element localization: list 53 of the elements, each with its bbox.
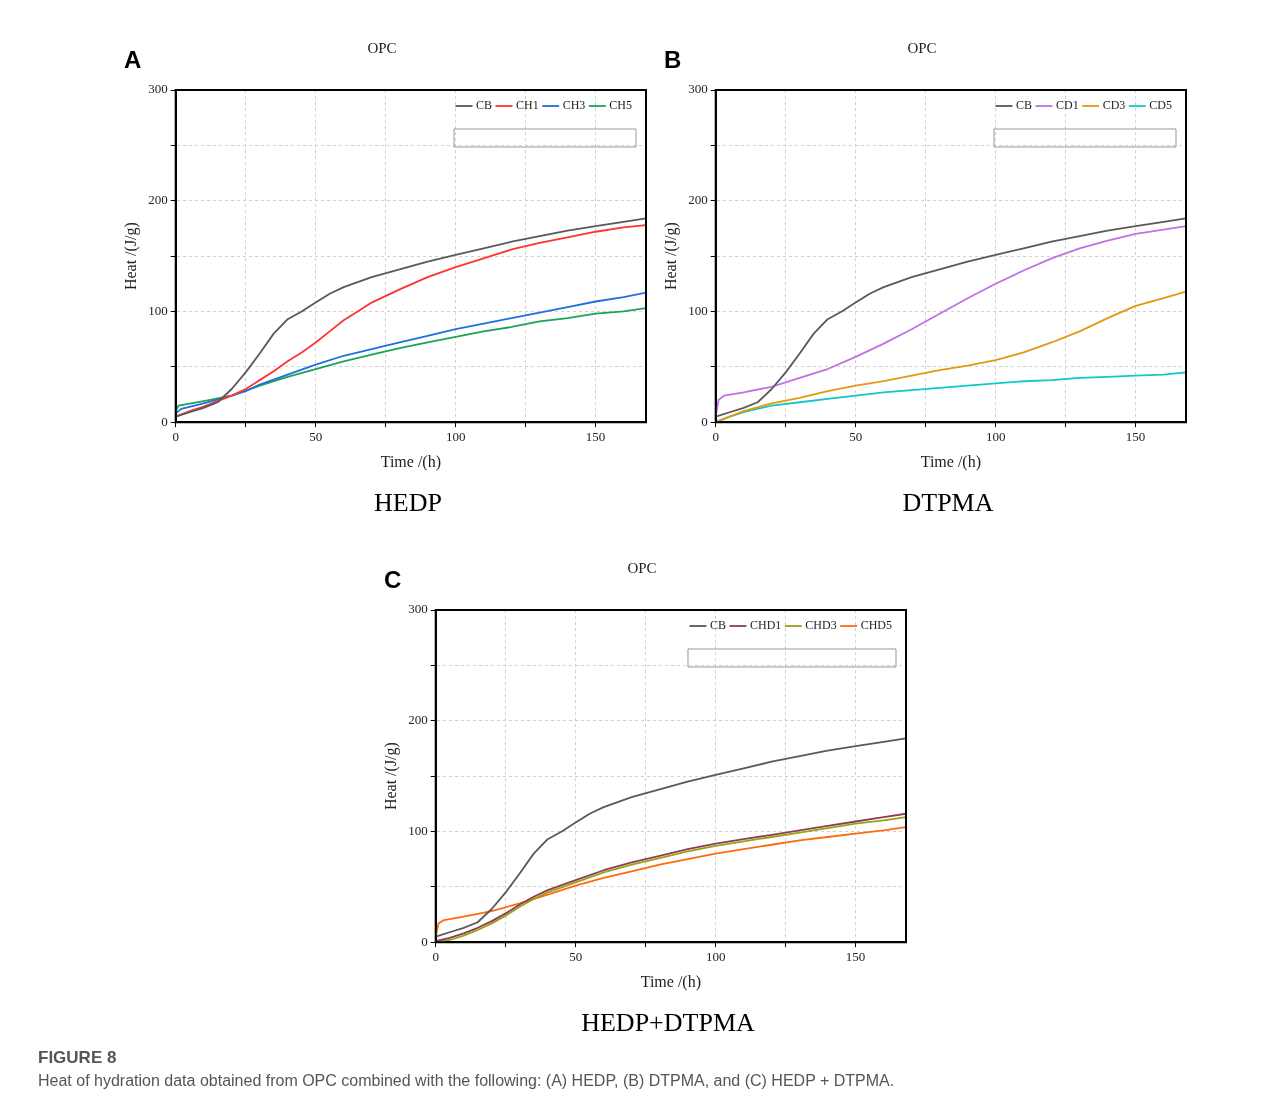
x-tick-label: 0 bbox=[712, 429, 719, 445]
x-axis-title: Time /(h) bbox=[380, 452, 442, 471]
chart-title: OPC bbox=[907, 39, 937, 56]
legend-label: CHD3 bbox=[805, 618, 837, 633]
legend-label: CHD5 bbox=[860, 618, 893, 633]
y-axis-title: Heat /(J/g) bbox=[661, 222, 680, 291]
caption: FIGURE 8 bbox=[38, 1048, 118, 1068]
x-tick-label: 150 bbox=[1125, 429, 1146, 445]
chart-title: OPC bbox=[627, 559, 657, 576]
legend-label: CH1 bbox=[515, 98, 539, 113]
chart-title: OPC bbox=[367, 39, 397, 56]
y-tick-label: 100 bbox=[148, 302, 168, 318]
x-tick-label: 0 bbox=[432, 949, 439, 965]
y-tick-label: 200 bbox=[148, 192, 168, 208]
y-tick-label: 0 bbox=[421, 933, 428, 949]
y-tick-label: 100 bbox=[688, 302, 708, 318]
x-tick-label: 100 bbox=[985, 429, 1006, 445]
x-tick-label: 50 bbox=[569, 949, 583, 965]
text: HEDP bbox=[373, 488, 443, 518]
text: Heat of hydration data obtained from OPC combined with the following: (A) HEDP, (B) DTPMA, and (C) HEDP + DTPMA. bbox=[38, 1072, 895, 1090]
x-tick-label: 50 bbox=[309, 429, 323, 445]
y-axis-title: Heat /(J/g) bbox=[121, 222, 140, 291]
x-tick-label: 50 bbox=[849, 429, 863, 445]
text: A bbox=[124, 46, 142, 74]
text: C bbox=[384, 566, 402, 594]
legend-label: CH3 bbox=[562, 98, 586, 113]
y-tick-label: 100 bbox=[408, 822, 428, 838]
text: B bbox=[664, 46, 682, 74]
text: DTPMA bbox=[901, 488, 995, 518]
y-tick-label: 300 bbox=[408, 601, 428, 617]
legend-label: CD5 bbox=[1149, 98, 1172, 113]
legend-label: CB bbox=[475, 98, 492, 113]
legend-label: CB bbox=[1015, 98, 1032, 113]
y-tick-label: 200 bbox=[688, 192, 708, 208]
y-tick-label: 0 bbox=[701, 413, 708, 429]
x-tick-label: 0 bbox=[172, 429, 179, 445]
x-tick-label: 150 bbox=[845, 949, 866, 965]
legend-label: CB bbox=[709, 618, 726, 633]
x-tick-label: 150 bbox=[585, 429, 606, 445]
y-axis-title: Heat /(J/g) bbox=[381, 742, 400, 811]
y-tick-label: 300 bbox=[688, 81, 708, 97]
x-axis-title: Time /(h) bbox=[920, 452, 982, 471]
legend-label: CD3 bbox=[1102, 98, 1126, 113]
legend-label: CH5 bbox=[609, 98, 632, 113]
legend-label: CD1 bbox=[1055, 98, 1079, 113]
y-tick-label: 0 bbox=[161, 413, 168, 429]
x-tick-label: 100 bbox=[705, 949, 726, 965]
text: HEDP+DTPMA bbox=[580, 1008, 756, 1038]
x-tick-label: 100 bbox=[445, 429, 466, 445]
y-tick-label: 300 bbox=[148, 81, 168, 97]
legend-label: CHD1 bbox=[749, 618, 782, 633]
x-axis-title: Time /(h) bbox=[640, 972, 702, 991]
y-tick-label: 200 bbox=[408, 712, 428, 728]
